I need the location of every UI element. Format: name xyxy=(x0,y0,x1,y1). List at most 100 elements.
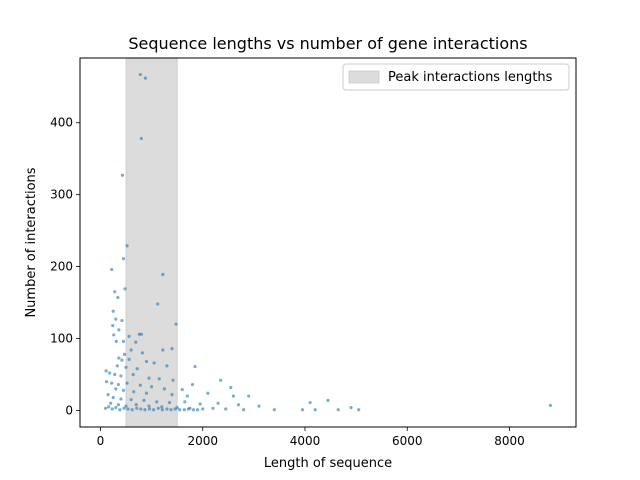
data-point xyxy=(123,287,127,291)
axes-frame xyxy=(79,57,577,428)
data-point xyxy=(300,408,305,412)
data-point xyxy=(132,390,136,394)
data-point xyxy=(201,407,205,411)
data-point xyxy=(152,361,156,365)
data-point xyxy=(247,394,251,398)
data-point xyxy=(104,380,109,384)
data-point xyxy=(117,356,121,360)
data-point xyxy=(110,267,114,272)
data-point xyxy=(272,408,276,412)
data-point xyxy=(122,352,127,356)
data-point xyxy=(120,173,125,177)
data-point xyxy=(125,381,129,385)
data-point xyxy=(130,408,134,412)
data-point xyxy=(308,400,312,405)
data-point xyxy=(114,339,118,344)
data-point xyxy=(134,340,138,344)
data-point xyxy=(357,408,361,412)
data-point xyxy=(224,407,228,411)
data-point xyxy=(110,407,114,411)
data-point xyxy=(135,367,139,371)
data-point xyxy=(171,378,175,382)
y-axis: 0 100 200 300 400 xyxy=(50,116,80,417)
data-point xyxy=(121,339,126,344)
legend-box xyxy=(342,63,570,91)
data-point xyxy=(169,408,173,412)
data-point xyxy=(108,371,112,375)
data-point xyxy=(121,257,126,261)
data-point xyxy=(143,408,147,412)
data-point xyxy=(157,377,161,381)
data-point xyxy=(174,322,178,326)
data-point xyxy=(178,408,182,412)
data-point xyxy=(548,403,553,408)
data-point xyxy=(134,403,138,407)
data-point xyxy=(120,318,124,323)
data-point xyxy=(257,404,261,408)
data-point xyxy=(156,302,160,306)
data-point xyxy=(114,387,118,391)
data-point xyxy=(111,309,115,313)
data-point xyxy=(107,405,111,409)
legend: Peak interactions lengths xyxy=(342,63,570,91)
data-point xyxy=(125,244,129,248)
data-point xyxy=(135,406,139,410)
data-point xyxy=(165,407,169,411)
data-point xyxy=(116,403,120,407)
data-point xyxy=(173,407,177,411)
data-point xyxy=(121,388,126,392)
data-point xyxy=(129,398,133,402)
y-axis-label: Number of interactions xyxy=(24,167,39,317)
data-point xyxy=(190,382,195,387)
data-point xyxy=(114,405,118,410)
data-point xyxy=(122,406,126,410)
data-point xyxy=(185,394,189,398)
peak-region-band xyxy=(125,57,178,428)
data-point xyxy=(180,387,184,392)
data-point xyxy=(147,376,151,380)
data-point xyxy=(126,407,130,411)
data-point xyxy=(111,323,115,328)
data-point xyxy=(120,358,124,362)
chart-title: Sequence lengths vs number of gene inter… xyxy=(128,34,527,53)
data-point xyxy=(143,76,148,80)
data-point xyxy=(236,403,241,407)
data-point xyxy=(124,404,128,408)
data-point xyxy=(160,408,164,412)
data-point xyxy=(119,374,123,378)
data-point xyxy=(118,408,122,412)
data-point xyxy=(139,407,143,411)
data-point xyxy=(104,369,108,373)
data-point xyxy=(162,387,166,391)
data-point xyxy=(111,395,115,400)
data-points xyxy=(103,72,553,412)
data-point xyxy=(112,333,116,337)
data-point xyxy=(155,400,159,404)
data-point xyxy=(113,372,117,377)
data-point xyxy=(129,348,133,352)
data-point xyxy=(193,364,197,369)
data-point xyxy=(140,351,144,355)
data-point xyxy=(139,136,143,141)
data-point xyxy=(183,400,187,404)
data-point xyxy=(110,381,114,385)
data-point xyxy=(106,393,110,397)
data-point xyxy=(124,365,128,369)
data-point xyxy=(119,397,123,401)
x-axis: 0 2000 4000 6000 8000 xyxy=(97,427,525,448)
x-tick-label: 8000 xyxy=(494,434,525,448)
data-point xyxy=(138,383,142,387)
data-point xyxy=(144,391,149,395)
data-point xyxy=(116,382,120,387)
data-point xyxy=(170,393,174,397)
data-point xyxy=(115,364,119,368)
data-point xyxy=(127,357,131,361)
data-point xyxy=(191,408,196,412)
y-tick-label: 100 xyxy=(50,332,73,346)
data-point xyxy=(231,394,236,398)
data-point xyxy=(182,408,186,412)
x-axis-label: Length of sequence xyxy=(264,456,392,471)
legend-label: Peak interactions lengths xyxy=(388,70,553,85)
data-point xyxy=(152,408,156,412)
